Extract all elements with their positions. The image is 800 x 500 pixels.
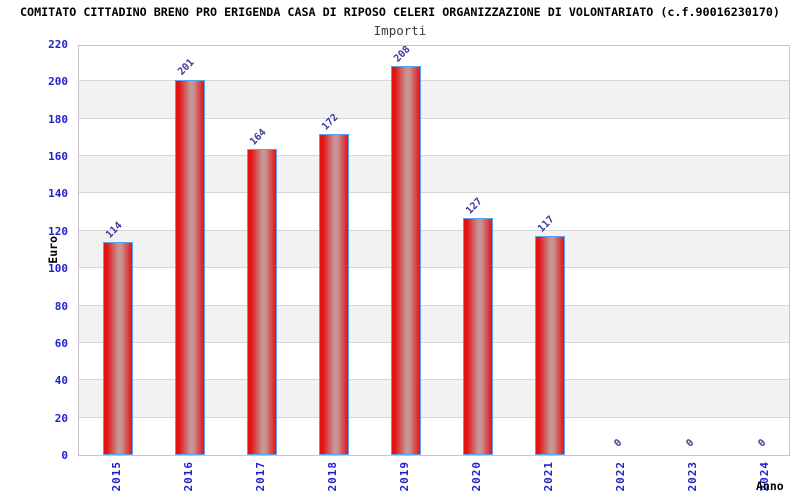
x-tick-label-2022: 2022 xyxy=(613,461,627,492)
y-tick-label: 100 xyxy=(48,262,68,276)
gridline xyxy=(79,80,789,82)
bar-2015 xyxy=(102,242,133,455)
y-tick-label: 140 xyxy=(48,187,68,201)
gridline xyxy=(79,416,789,418)
gridline xyxy=(79,192,789,194)
y-tick-label: 160 xyxy=(48,150,68,164)
y-tick-label: 20 xyxy=(54,411,68,425)
gridline xyxy=(79,379,789,381)
bar-2016 xyxy=(174,79,205,455)
bar-2019 xyxy=(390,66,421,455)
x-axis-label: Anno xyxy=(756,479,784,493)
y-tick-label: 80 xyxy=(54,299,68,313)
x-tick-label-2019: 2019 xyxy=(397,461,411,492)
gridline xyxy=(79,304,789,306)
plot-area xyxy=(78,45,790,456)
bar-2021 xyxy=(534,236,565,455)
x-tick-label-2017: 2017 xyxy=(253,461,267,492)
y-tick-label: 40 xyxy=(54,374,68,388)
gridline xyxy=(79,229,789,231)
y-axis-label: Euro xyxy=(46,236,60,264)
x-tick-label-2023: 2023 xyxy=(685,461,699,492)
chart-title: COMITATO CITTADINO BRENO PRO ERIGENDA CA… xyxy=(20,5,780,19)
x-tick-label-2021: 2021 xyxy=(541,461,555,492)
gridline xyxy=(79,267,789,269)
y-tick-label: 0 xyxy=(61,449,68,462)
x-tick-label-2020: 2020 xyxy=(469,461,483,492)
x-tick-label-2015: 2015 xyxy=(109,461,123,492)
chart-subtitle: Importi xyxy=(373,23,427,38)
bar-2017 xyxy=(246,148,277,455)
y-tick-label: 200 xyxy=(48,75,68,89)
y-tick-label: 120 xyxy=(48,224,68,238)
x-tick-label-2016: 2016 xyxy=(181,461,195,492)
gridline xyxy=(79,341,789,343)
bar-2018 xyxy=(318,133,349,455)
bar-2020 xyxy=(462,217,493,455)
x-tick-label-2018: 2018 xyxy=(325,461,339,492)
gridline xyxy=(79,155,789,157)
gridline xyxy=(79,117,789,119)
y-tick-label: 180 xyxy=(48,112,68,126)
y-tick-label: 60 xyxy=(54,336,68,350)
y-tick-label: 220 xyxy=(48,38,68,51)
